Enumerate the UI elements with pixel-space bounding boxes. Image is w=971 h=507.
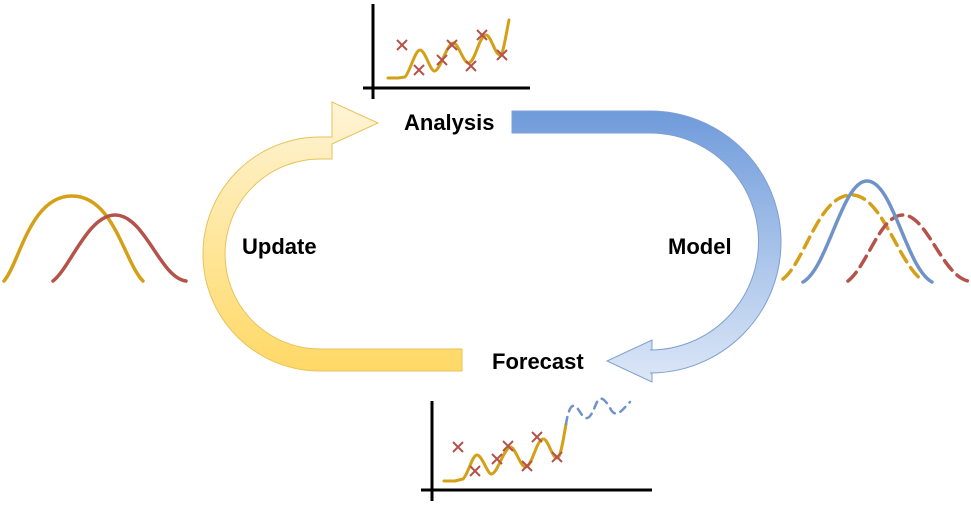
analysis-plot-analysis-curve: [386, 18, 511, 80]
red-dashed-distribution-curve: [846, 213, 970, 283]
observation-marker: [413, 64, 425, 76]
forecast-plot-extrapolation-dashed: [564, 397, 632, 426]
forecast-plot: [421, 397, 652, 501]
observation-marker: [476, 29, 488, 41]
analysis-plot-observation-markers: [396, 29, 508, 76]
gold-dashed-distribution-curve: [781, 193, 925, 283]
model-arrow: [511, 110, 782, 383]
model-label: Model: [668, 234, 732, 259]
analysis-label: Analysis: [404, 110, 495, 135]
observation-marker: [551, 451, 563, 463]
blue-distribution-curve: [801, 179, 934, 284]
observation-marker: [396, 39, 408, 51]
observation-marker: [452, 441, 464, 453]
observation-marker: [465, 60, 477, 72]
forecast-label: Forecast: [492, 349, 584, 374]
model-distributions: [781, 179, 970, 284]
observation-marker: [502, 440, 514, 452]
observation-marker: [469, 465, 481, 477]
update-arrow: [202, 101, 463, 372]
observation-marker: [496, 49, 508, 61]
gold-distribution-curve: [2, 194, 145, 283]
observation-marker: [491, 453, 503, 465]
observation-marker: [436, 54, 448, 66]
observation-marker: [446, 39, 458, 51]
update-label: Update: [242, 234, 317, 259]
forecast-plot-forecast-curve: [442, 422, 568, 483]
red-distribution-curve: [51, 213, 188, 283]
forecast-plot-observation-markers: [452, 431, 563, 477]
observation-marker: [531, 431, 543, 443]
observation-marker: [521, 460, 533, 472]
analysis-plot: [363, 4, 530, 99]
update-distributions: [2, 194, 188, 283]
